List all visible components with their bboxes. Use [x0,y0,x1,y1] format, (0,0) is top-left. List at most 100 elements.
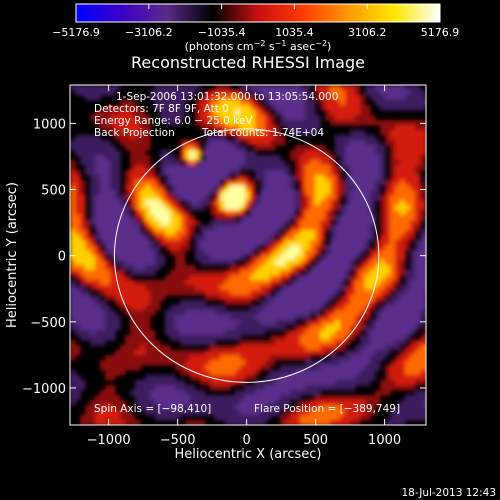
heatmap-cell [380,225,386,231]
heatmap-cell [115,130,121,136]
heatmap-cell [315,195,321,201]
heatmap-cell [130,195,136,201]
heatmap-cell [245,150,251,156]
heatmap-cell [335,205,341,211]
heatmap-cell [160,160,166,166]
heatmap-cell [270,215,276,221]
heatmap-cell [195,175,201,181]
heatmap-cell [230,370,236,376]
heatmap-cell [100,360,106,366]
heatmap-cell [175,220,181,226]
heatmap-cell [345,285,351,291]
heatmap-cell [95,295,101,301]
heatmap-cell [180,280,186,286]
heatmap-cell [245,365,251,371]
heatmap-cell [165,345,171,351]
heatmap-cell [165,155,171,161]
heatmap-cell [275,165,281,171]
heatmap-cell [130,340,136,346]
heatmap-cell [155,100,161,106]
heatmap-cell [190,305,196,311]
heatmap-cell [100,110,106,116]
heatmap-cell [250,105,256,111]
heatmap-cell [380,260,386,266]
heatmap-cell [285,315,291,321]
heatmap-cell [195,245,201,251]
heatmap-cell [185,285,191,291]
heatmap-cell [365,405,371,411]
heatmap-cell [345,340,351,346]
heatmap-cell [365,315,371,321]
heatmap-cell [145,330,151,336]
heatmap-cell [400,180,406,186]
heatmap-cell [400,320,406,326]
heatmap-cell [340,240,346,246]
heatmap-cell [100,280,106,286]
heatmap-cell [235,275,241,281]
heatmap-cell [275,155,281,161]
heatmap-cell [230,315,236,321]
heatmap-cell [295,165,301,171]
heatmap-cell [225,100,231,106]
heatmap-cell [265,280,271,286]
heatmap-cell [355,230,361,236]
heatmap-cell [150,270,156,276]
heatmap-cell [80,180,86,186]
heatmap-cell [385,275,391,281]
heatmap-cell [355,245,361,251]
heatmap-cell [185,305,191,311]
heatmap-cell [135,205,141,211]
heatmap-cell [405,170,411,176]
heatmap-cell [340,90,346,96]
heatmap-cell [315,165,321,171]
heatmap-cell [225,395,231,401]
heatmap-cell [270,85,276,91]
heatmap-cell [120,125,126,131]
heatmap-cell [295,270,301,276]
heatmap-cell [385,210,391,216]
heatmap-cell [355,350,361,356]
heatmap-cell [365,170,371,176]
heatmap-cell [330,275,336,281]
heatmap-cell [220,270,226,276]
heatmap-cell [240,180,246,186]
heatmap-cell [205,375,211,381]
heatmap-cell [195,240,201,246]
heatmap-cell [130,260,136,266]
heatmap-cell [250,295,256,301]
heatmap-cell [365,400,371,406]
heatmap-cell [155,195,161,201]
heatmap-cell [265,205,271,211]
heatmap-cell [250,330,256,336]
heatmap-cell [345,290,351,296]
heatmap-cell [295,330,301,336]
heatmap-cell [300,195,306,201]
heatmap-cell [125,260,131,266]
heatmap-cell [285,200,291,206]
heatmap-cell [280,210,286,216]
heatmap-cell [95,420,101,425]
heatmap-cell [165,115,171,121]
heatmap-cell [290,215,296,221]
heatmap-cell [120,400,126,406]
heatmap-cell [115,120,121,126]
heatmap-cell [135,315,141,321]
heatmap-cell [215,260,221,266]
heatmap-cell [155,265,161,271]
heatmap-cell [410,285,416,291]
heatmap-cell [335,240,341,246]
heatmap-cell [75,325,81,331]
heatmap-cell [235,120,241,126]
heatmap-cell [305,235,311,241]
heatmap-cell [365,265,371,271]
heatmap-cell [205,410,211,416]
heatmap-cell [135,235,141,241]
heatmap-cell [250,160,256,166]
heatmap-cell [180,355,186,361]
heatmap-cell [90,220,96,226]
heatmap-cell [105,395,111,401]
heatmap-cell [305,410,311,416]
heatmap-cell [230,285,236,291]
heatmap-cell [120,130,126,136]
heatmap-cell [215,315,221,321]
